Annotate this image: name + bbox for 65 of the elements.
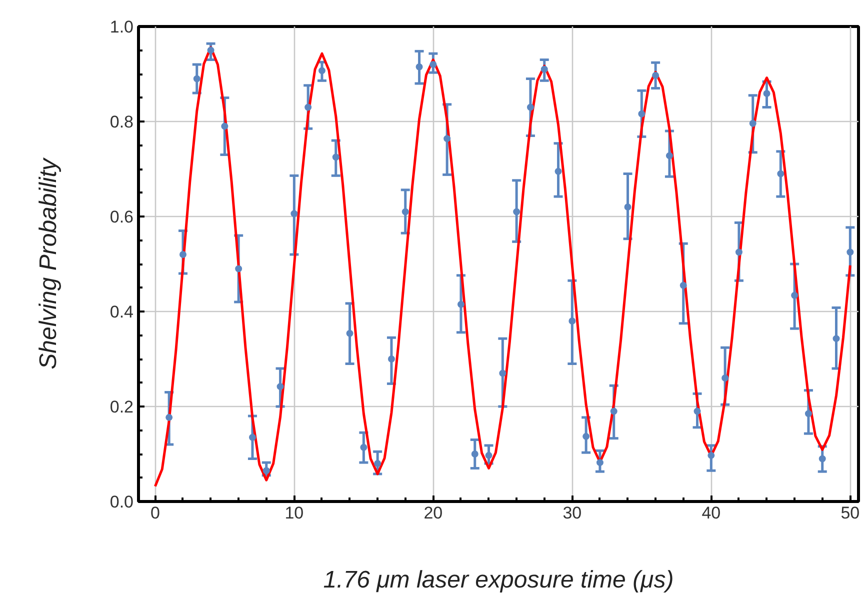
point: [193, 75, 200, 82]
x-tick-label: 40: [702, 504, 721, 522]
point: [722, 374, 729, 382]
point: [248, 434, 256, 441]
point: [513, 208, 520, 216]
y-tick-label: 0.2: [110, 398, 134, 416]
point: [388, 356, 395, 362]
point: [735, 248, 742, 256]
point: [610, 408, 618, 415]
point: [694, 408, 701, 415]
point: [485, 452, 492, 459]
point: [346, 330, 354, 337]
point: [235, 265, 242, 272]
point: [680, 282, 687, 289]
y-tick-label: 0.0: [110, 492, 134, 512]
point: [818, 455, 826, 462]
point: [596, 459, 604, 466]
y-tick-label: 0.8: [110, 112, 134, 132]
point: [360, 444, 368, 451]
line-series: [154, 46, 852, 488]
point: [666, 152, 673, 160]
point: [457, 300, 464, 308]
point: [221, 122, 228, 130]
point: [763, 90, 770, 97]
point: [444, 135, 451, 142]
point: [471, 450, 478, 458]
point: [652, 72, 660, 79]
x-tick-label: 0: [150, 504, 160, 522]
point: [777, 170, 784, 178]
point: [568, 318, 576, 324]
x-tick-label: 10: [284, 504, 304, 522]
x-axis-title: 1.76 μm laser exposure time (μs): [323, 566, 674, 594]
point: [430, 61, 437, 68]
point: [290, 210, 298, 218]
point: [540, 66, 548, 73]
x-tick-label: 30: [562, 504, 582, 522]
point: [416, 63, 423, 70]
point: [638, 110, 646, 118]
point: [262, 467, 270, 474]
point: [332, 154, 340, 161]
point: [582, 432, 590, 440]
point: [708, 452, 715, 459]
point: [499, 370, 506, 377]
point: [276, 383, 284, 390]
point: [402, 208, 409, 216]
y-tick-label: 1.0: [110, 18, 134, 36]
point: [749, 120, 756, 127]
point: [526, 104, 534, 111]
x-tick-label: 50: [840, 504, 860, 522]
point: [846, 248, 854, 256]
point: [318, 67, 326, 74]
y-tick-label: 0.4: [110, 302, 134, 322]
point: [207, 46, 214, 54]
point: [304, 104, 312, 111]
point: [554, 168, 562, 175]
point: [832, 335, 840, 342]
y-tick-label: 0.6: [110, 208, 134, 226]
point: [624, 204, 632, 210]
point: [166, 414, 173, 421]
x-tick-label: 20: [424, 504, 443, 522]
point: [179, 251, 186, 258]
y-axis-title: Shelving Probability: [34, 156, 62, 370]
point: [804, 410, 812, 418]
point: [791, 292, 798, 299]
point: [374, 460, 382, 467]
